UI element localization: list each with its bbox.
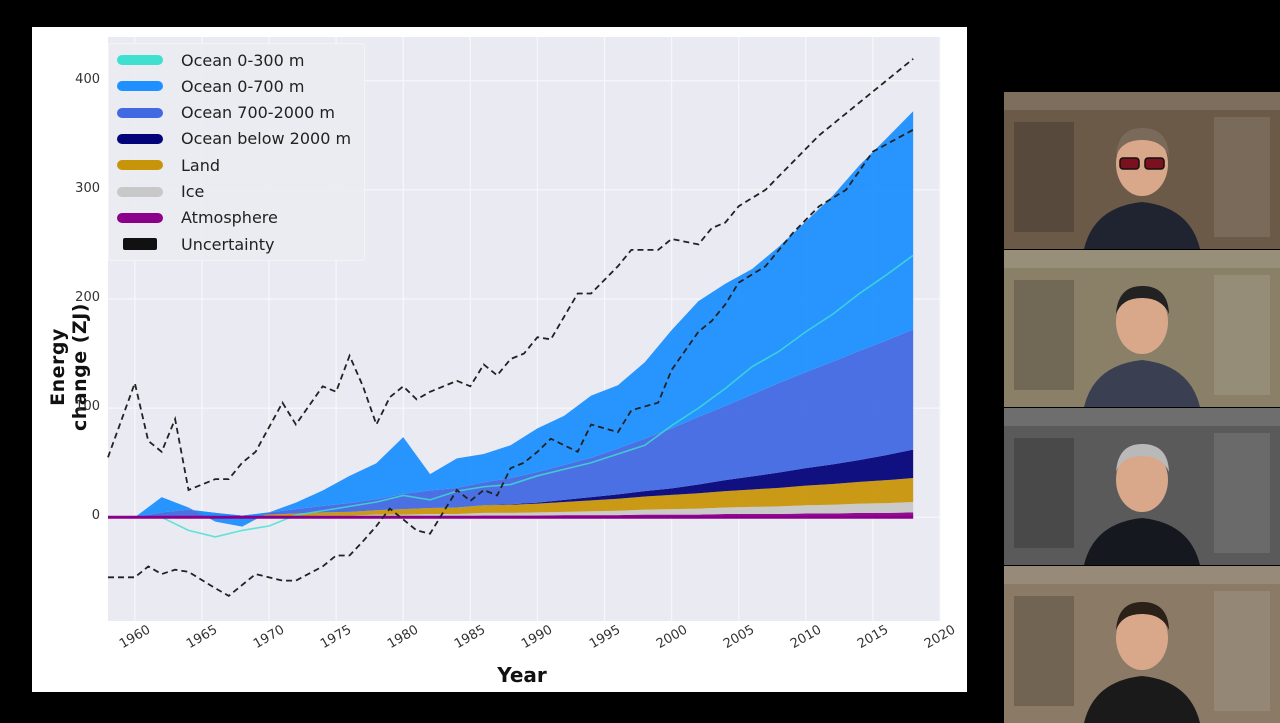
- chart-legend: Ocean 0-300 m Ocean 0-700 m Ocean 700-2000…: [108, 43, 365, 261]
- legend-item: Ocean 0-700 m: [117, 75, 304, 97]
- room-furniture: [1214, 275, 1270, 395]
- person-hair: [1116, 602, 1169, 630]
- person-hair: [1116, 286, 1169, 314]
- person-face: [1116, 448, 1168, 512]
- room-furniture: [1014, 438, 1074, 548]
- legend-swatch: [117, 81, 163, 92]
- video-tile-1[interactable]: [1004, 92, 1280, 249]
- uncertainty-upper-line: [107, 58, 914, 492]
- room-furniture: [1014, 280, 1074, 390]
- video-tile-2[interactable]: [1004, 250, 1280, 407]
- room-furniture: [1214, 117, 1270, 237]
- series-area-ocean-700-2000-m: [134, 329, 914, 518]
- room-wall: [1004, 408, 1280, 426]
- person-hair: [1116, 444, 1169, 472]
- person-face: [1116, 290, 1168, 354]
- room-wall: [1004, 566, 1280, 584]
- y-tick-label: 100: [75, 399, 100, 415]
- room-furniture: [1014, 596, 1074, 706]
- legend-item: Atmosphere: [117, 207, 278, 229]
- energy-chart: [107, 37, 941, 621]
- glasses-icon: [1144, 157, 1165, 170]
- person-body: [1084, 518, 1200, 565]
- person-body: [1084, 360, 1200, 407]
- participant-video-3: [1004, 408, 1280, 565]
- legend-label: Atmosphere: [181, 208, 278, 228]
- room-wall: [1004, 250, 1280, 268]
- legend-item: Ocean 700-2000 m: [117, 102, 335, 124]
- legend-item: Ice: [117, 181, 204, 203]
- room-wall: [1004, 92, 1280, 110]
- person-body: [1084, 202, 1200, 249]
- person-hair: [1116, 128, 1169, 156]
- room-furniture: [1214, 433, 1270, 553]
- legend-swatch: [117, 212, 163, 223]
- legend-label: Ocean below 2000 m: [181, 129, 352, 149]
- y-tick-label: 300: [75, 180, 100, 196]
- legend-item: Land: [117, 154, 220, 176]
- person-face: [1116, 132, 1168, 196]
- series-area-ocean-0-700-m: [134, 111, 914, 527]
- shared-screen: Energy change (ZJ) Year 0 100 200 300 400 19…: [32, 27, 967, 692]
- series-line-ocean-0-300-m: [134, 254, 914, 538]
- y-tick-label: 0: [91, 508, 100, 524]
- legend-label: Land: [181, 155, 221, 175]
- participant-video-1: [1004, 92, 1280, 249]
- glasses-icon: [1119, 157, 1140, 170]
- legend-swatch: [117, 133, 163, 144]
- legend-swatch: [117, 160, 163, 171]
- legend-label: Ice: [181, 182, 205, 201]
- video-tile-4[interactable]: [1004, 566, 1280, 723]
- participant-video-2: [1004, 250, 1280, 407]
- room-furniture: [1014, 122, 1074, 232]
- legend-label: Uncertainty: [181, 234, 275, 254]
- person-face: [1116, 606, 1168, 670]
- legend-label: Ocean 0-300 m: [181, 50, 305, 70]
- uncertainty-lower-line: [108, 128, 914, 597]
- y-tick-label: 400: [75, 71, 100, 87]
- person-body: [1084, 676, 1200, 723]
- legend-swatch: [117, 107, 163, 118]
- legend-item: Ocean below 2000 m: [117, 128, 351, 150]
- legend-item: Uncertainty: [117, 233, 274, 255]
- series-area-ocean-below-2000-m: [134, 449, 914, 518]
- y-axis-label: Energy change (ZJ): [47, 303, 91, 431]
- video-tile-3[interactable]: [1004, 408, 1280, 565]
- legend-swatch: [117, 186, 163, 197]
- y-tick-label: 200: [75, 289, 100, 305]
- x-axis-label: Year: [497, 663, 547, 687]
- series-area-ice: [134, 502, 914, 518]
- legend-item: Ocean 0-300 m: [117, 49, 304, 71]
- legend-swatch: [117, 55, 163, 65]
- legend-label: Ocean 700-2000 m: [181, 103, 335, 123]
- legend-label: Ocean 0-700 m: [181, 76, 305, 96]
- room-furniture: [1214, 591, 1270, 711]
- participant-video-4: [1004, 566, 1280, 723]
- legend-swatch: [123, 238, 157, 251]
- series-area-land: [134, 478, 914, 518]
